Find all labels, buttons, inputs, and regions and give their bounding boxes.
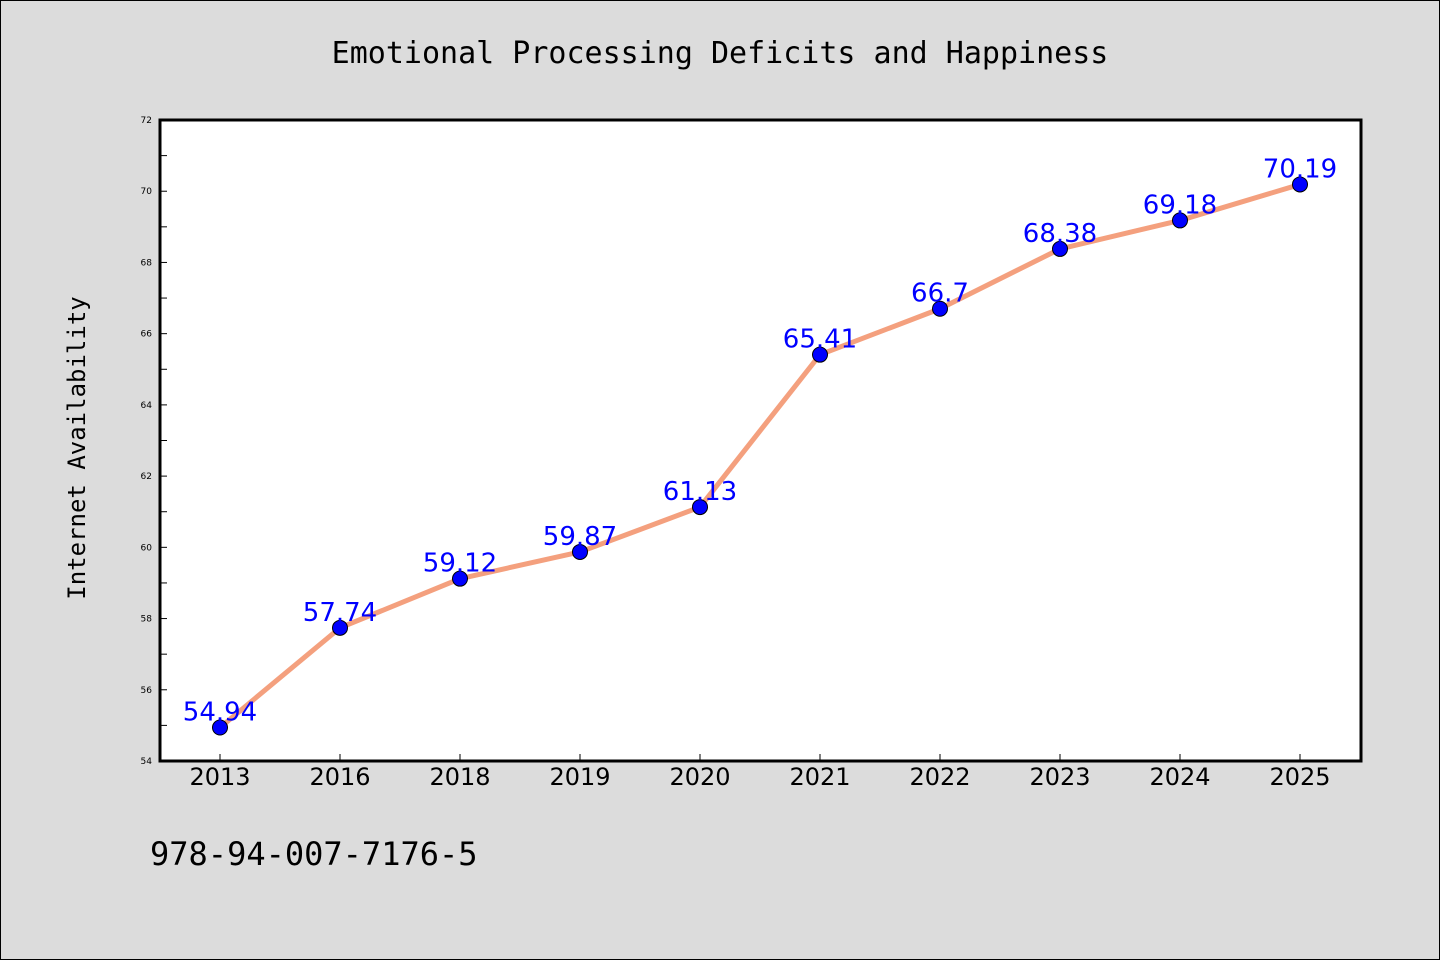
x-tick-label: 2019: [549, 763, 610, 791]
x-tick-label: 2025: [1269, 763, 1330, 791]
data-point: [572, 543, 588, 560]
data-point: [1052, 240, 1068, 257]
x-tick-label: 2016: [309, 763, 370, 791]
y-tick-label: 64: [141, 401, 153, 411]
y-tick-label: 58: [141, 615, 153, 625]
data-label-layer: 54.94 57.74 59.12 59.87 61.13 65.41 66.7 68.38 6…: [183, 154, 1337, 727]
data-label: 69.18: [1143, 190, 1217, 220]
data-point: [1292, 176, 1308, 193]
data-point: [812, 346, 828, 363]
y-axis-label: Internet Availability: [63, 296, 91, 599]
isbn-footer: 978-94-007-7176-5: [150, 835, 478, 873]
x-tick-label: 2022: [909, 763, 970, 791]
data-label: 66.7: [911, 279, 969, 309]
y-tick-label: 54: [141, 757, 153, 767]
data-point: [1172, 212, 1188, 229]
data-label: 57.74: [303, 598, 377, 628]
data-label: 54.94: [183, 698, 257, 728]
x-tick-label: 2020: [669, 763, 730, 791]
y-tick-label: 66: [141, 330, 153, 340]
y-axis: 54 56 58 60 62 64 66 68 70 72: [141, 116, 167, 767]
x-tick-label: 2023: [1029, 763, 1090, 791]
data-point: [212, 719, 228, 736]
data-point: [692, 499, 708, 516]
data-point: [332, 619, 348, 636]
data-label: 65.41: [783, 325, 857, 355]
data-point: [932, 300, 948, 317]
data-label: 59.12: [423, 549, 497, 579]
series-line: [217, 181, 1303, 731]
x-axis: 2013 2016 2018 2019 2020 2021 2022 2023 2024 2025: [189, 754, 1331, 791]
data-label: 61.13: [663, 477, 737, 507]
x-tick-label: 2013: [189, 763, 250, 791]
series-layer: [212, 176, 1308, 736]
y-tick-label: 60: [141, 543, 153, 553]
x-tick-label: 2021: [789, 763, 850, 791]
x-tick-label: 2024: [1149, 763, 1210, 791]
data-label: 59.87: [543, 522, 617, 552]
data-label: 70.19: [1263, 154, 1337, 184]
y-tick-label: 56: [141, 686, 153, 696]
chart-title: Emotional Processing Deficits and Happin…: [332, 36, 1109, 71]
data-label: 68.38: [1023, 219, 1097, 249]
y-tick-label: 68: [141, 258, 153, 268]
y-tick-label: 72: [141, 116, 152, 126]
data-point: [452, 570, 468, 587]
x-tick-label: 2018: [429, 763, 490, 791]
y-tick-label: 70: [141, 187, 153, 197]
y-tick-label: 62: [141, 472, 152, 482]
